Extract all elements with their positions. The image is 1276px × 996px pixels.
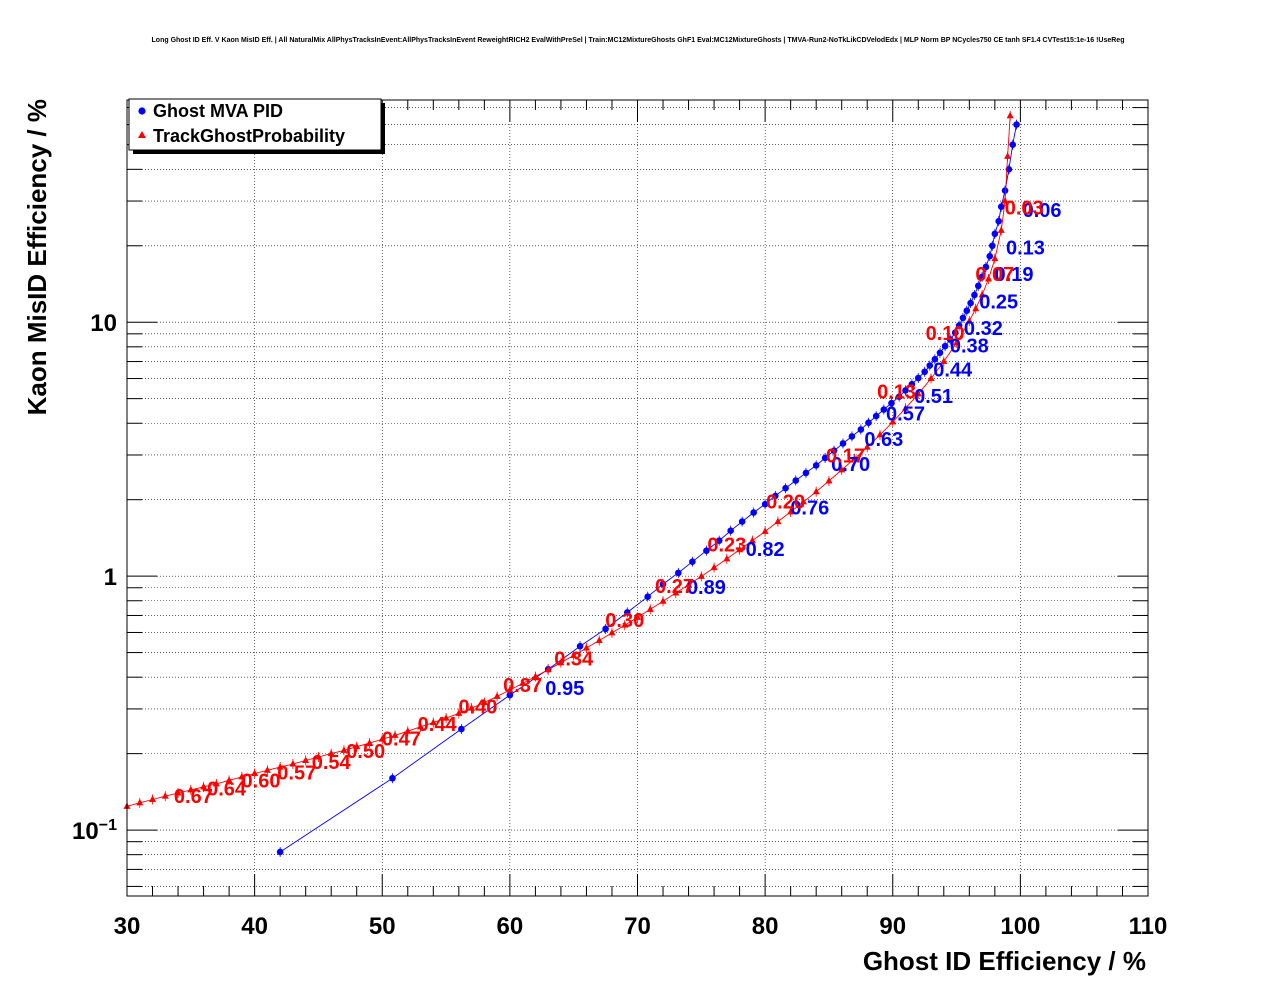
cut-value-label: 0.57 bbox=[277, 763, 316, 785]
cut-value-label: 0.17 bbox=[826, 446, 865, 468]
cut-value-label: 0.95 bbox=[545, 678, 584, 700]
legend-entry-trackghostprobability: TrackGhostProbability bbox=[153, 126, 345, 146]
legend-entry-ghost-mva-pid: Ghost MVA PID bbox=[153, 101, 283, 121]
cut-value-label: 0.64 bbox=[207, 778, 247, 800]
x-tick-label: 30 bbox=[114, 913, 141, 940]
cut-value-label: 0.19 bbox=[995, 264, 1034, 286]
cut-value-label: 0.13 bbox=[877, 382, 916, 404]
data-series bbox=[123, 110, 1020, 857]
cut-value-label: 0.57 bbox=[886, 404, 925, 426]
x-tick-label: 50 bbox=[369, 913, 396, 940]
y-tick-label: 10−1 bbox=[72, 817, 117, 845]
cut-value-label: 0.38 bbox=[950, 335, 989, 357]
cut-value-label: 0.51 bbox=[914, 386, 953, 408]
cut-value-label: 0.44 bbox=[933, 360, 973, 382]
cut-value-label: 0.54 bbox=[312, 752, 352, 774]
y-axis-title: Kaon MisID Efficiency / % bbox=[22, 99, 52, 415]
legend: Ghost MVA PID TrackGhostProbability bbox=[128, 98, 385, 154]
cut-value-label: 0.82 bbox=[746, 539, 785, 561]
x-tick-label: 40 bbox=[241, 913, 268, 940]
cut-value-label: 0.32 bbox=[964, 318, 1003, 340]
x-axis-title: Ghost ID Efficiency / % bbox=[863, 946, 1146, 976]
cut-value-label: 0.70 bbox=[831, 454, 870, 476]
cut-value-label: 0.60 bbox=[242, 771, 281, 793]
cut-value-label: 0.63 bbox=[864, 429, 903, 451]
cut-value-label: 0.34 bbox=[554, 648, 594, 670]
legend-marker-ghost-mva-pid bbox=[138, 107, 146, 115]
legend-box bbox=[128, 98, 382, 151]
x-tick-labels: 30 40 50 60 70 80 90 100 110 bbox=[114, 913, 1168, 940]
cut-value-label: 0.30 bbox=[605, 610, 644, 632]
cut-labels: 0.950.890.820.760.700.630.570.510.440.38… bbox=[174, 198, 1062, 808]
cut-value-label: 0.27 bbox=[655, 576, 694, 598]
x-tick-label: 110 bbox=[1129, 913, 1168, 940]
cut-value-label: 0.20 bbox=[766, 491, 805, 513]
x-tick-label: 60 bbox=[497, 913, 524, 940]
cut-value-label: 0.76 bbox=[790, 497, 829, 519]
cut-value-label: 0.67 bbox=[174, 786, 213, 808]
cut-value-label: 0.89 bbox=[687, 577, 726, 599]
cut-value-label: 0.40 bbox=[459, 696, 498, 718]
cut-value-label: 0.50 bbox=[346, 741, 385, 763]
y-tick-label: 10 bbox=[90, 310, 117, 337]
cut-value-label: 0.10 bbox=[926, 323, 965, 345]
chart-title: Long Ghost ID Eff. V Kaon MisID Eff. | A… bbox=[152, 37, 1125, 44]
cut-value-label: 0.37 bbox=[503, 675, 542, 697]
cut-value-label: 0.07 bbox=[975, 264, 1014, 286]
x-tick-label: 70 bbox=[624, 913, 651, 940]
y-tick-label: 1 bbox=[104, 564, 117, 591]
cut-value-label: 0.03 bbox=[1005, 198, 1044, 220]
cut-value-label: 0.23 bbox=[707, 535, 746, 557]
cut-value-label: 0.06 bbox=[1023, 200, 1062, 222]
cut-value-label: 0.47 bbox=[382, 729, 421, 751]
x-tick-label: 100 bbox=[1000, 913, 1040, 940]
legend-marker-trackghostprobability bbox=[138, 131, 146, 138]
cut-value-label: 0.25 bbox=[979, 292, 1018, 314]
x-tick-label: 90 bbox=[879, 913, 906, 940]
y-tick-labels: 10−1 1 10 bbox=[72, 310, 117, 845]
cut-value-label: 0.13 bbox=[1006, 237, 1045, 259]
cut-value-label: 0.44 bbox=[418, 714, 458, 736]
x-tick-label: 80 bbox=[752, 913, 779, 940]
plot-frame bbox=[126, 99, 1149, 897]
